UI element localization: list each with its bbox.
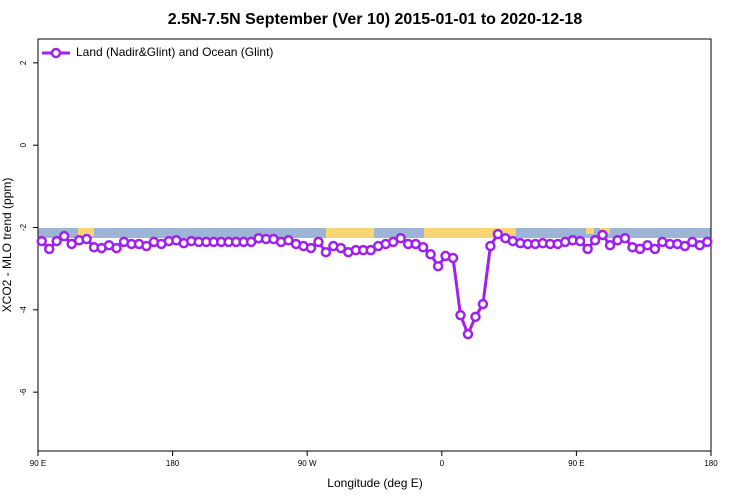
point [447, 252, 459, 264]
point [305, 242, 317, 254]
point [395, 232, 406, 244]
point [597, 229, 608, 241]
point [485, 240, 496, 252]
y-tick-label: 0 [19, 142, 28, 147]
point [619, 232, 631, 244]
x-axis-title: Longitude (deg E) [327, 476, 422, 490]
point [455, 309, 466, 321]
x-tick-label: 90 E [568, 459, 584, 468]
point [417, 242, 429, 253]
point [649, 243, 661, 255]
point [51, 235, 62, 247]
y-axis-title: XCO2 - MLO trend (ppm) [0, 178, 14, 313]
x-tick-label: 180 [704, 459, 718, 468]
point [335, 242, 347, 254]
land-ocean-strip [38, 228, 711, 238]
point [58, 230, 70, 242]
y-tick-label: -4 [19, 306, 28, 314]
point [492, 228, 504, 240]
x-tick-label: 90 E [30, 459, 46, 468]
x-tick-label: 180 [166, 459, 180, 468]
point [43, 243, 55, 255]
legend-marker [50, 47, 62, 59]
point [36, 235, 47, 247]
point [313, 236, 324, 248]
x-tick-label: 90 W [298, 459, 317, 468]
point [432, 260, 444, 272]
y-tick-label: -6 [19, 388, 28, 396]
point [589, 235, 601, 246]
point [679, 240, 691, 252]
point [141, 240, 152, 252]
point [320, 246, 332, 258]
chart-title: 2.5N-7.5N September (Ver 10) 2015-01-01 … [168, 11, 583, 28]
point [111, 242, 122, 254]
point [425, 249, 436, 260]
y-tick-label: -2 [19, 223, 28, 231]
point [81, 233, 92, 245]
point [462, 328, 474, 340]
point [604, 239, 616, 251]
point [702, 236, 713, 248]
point [582, 243, 593, 255]
point [365, 244, 377, 256]
legend-label: Land (Nadir&Glint) and Ocean (Glint) [76, 45, 273, 59]
point [477, 298, 489, 310]
point [574, 235, 586, 247]
x-tick-label: 0 [440, 459, 445, 468]
y-tick-label: 2 [19, 60, 28, 65]
point [470, 311, 481, 323]
